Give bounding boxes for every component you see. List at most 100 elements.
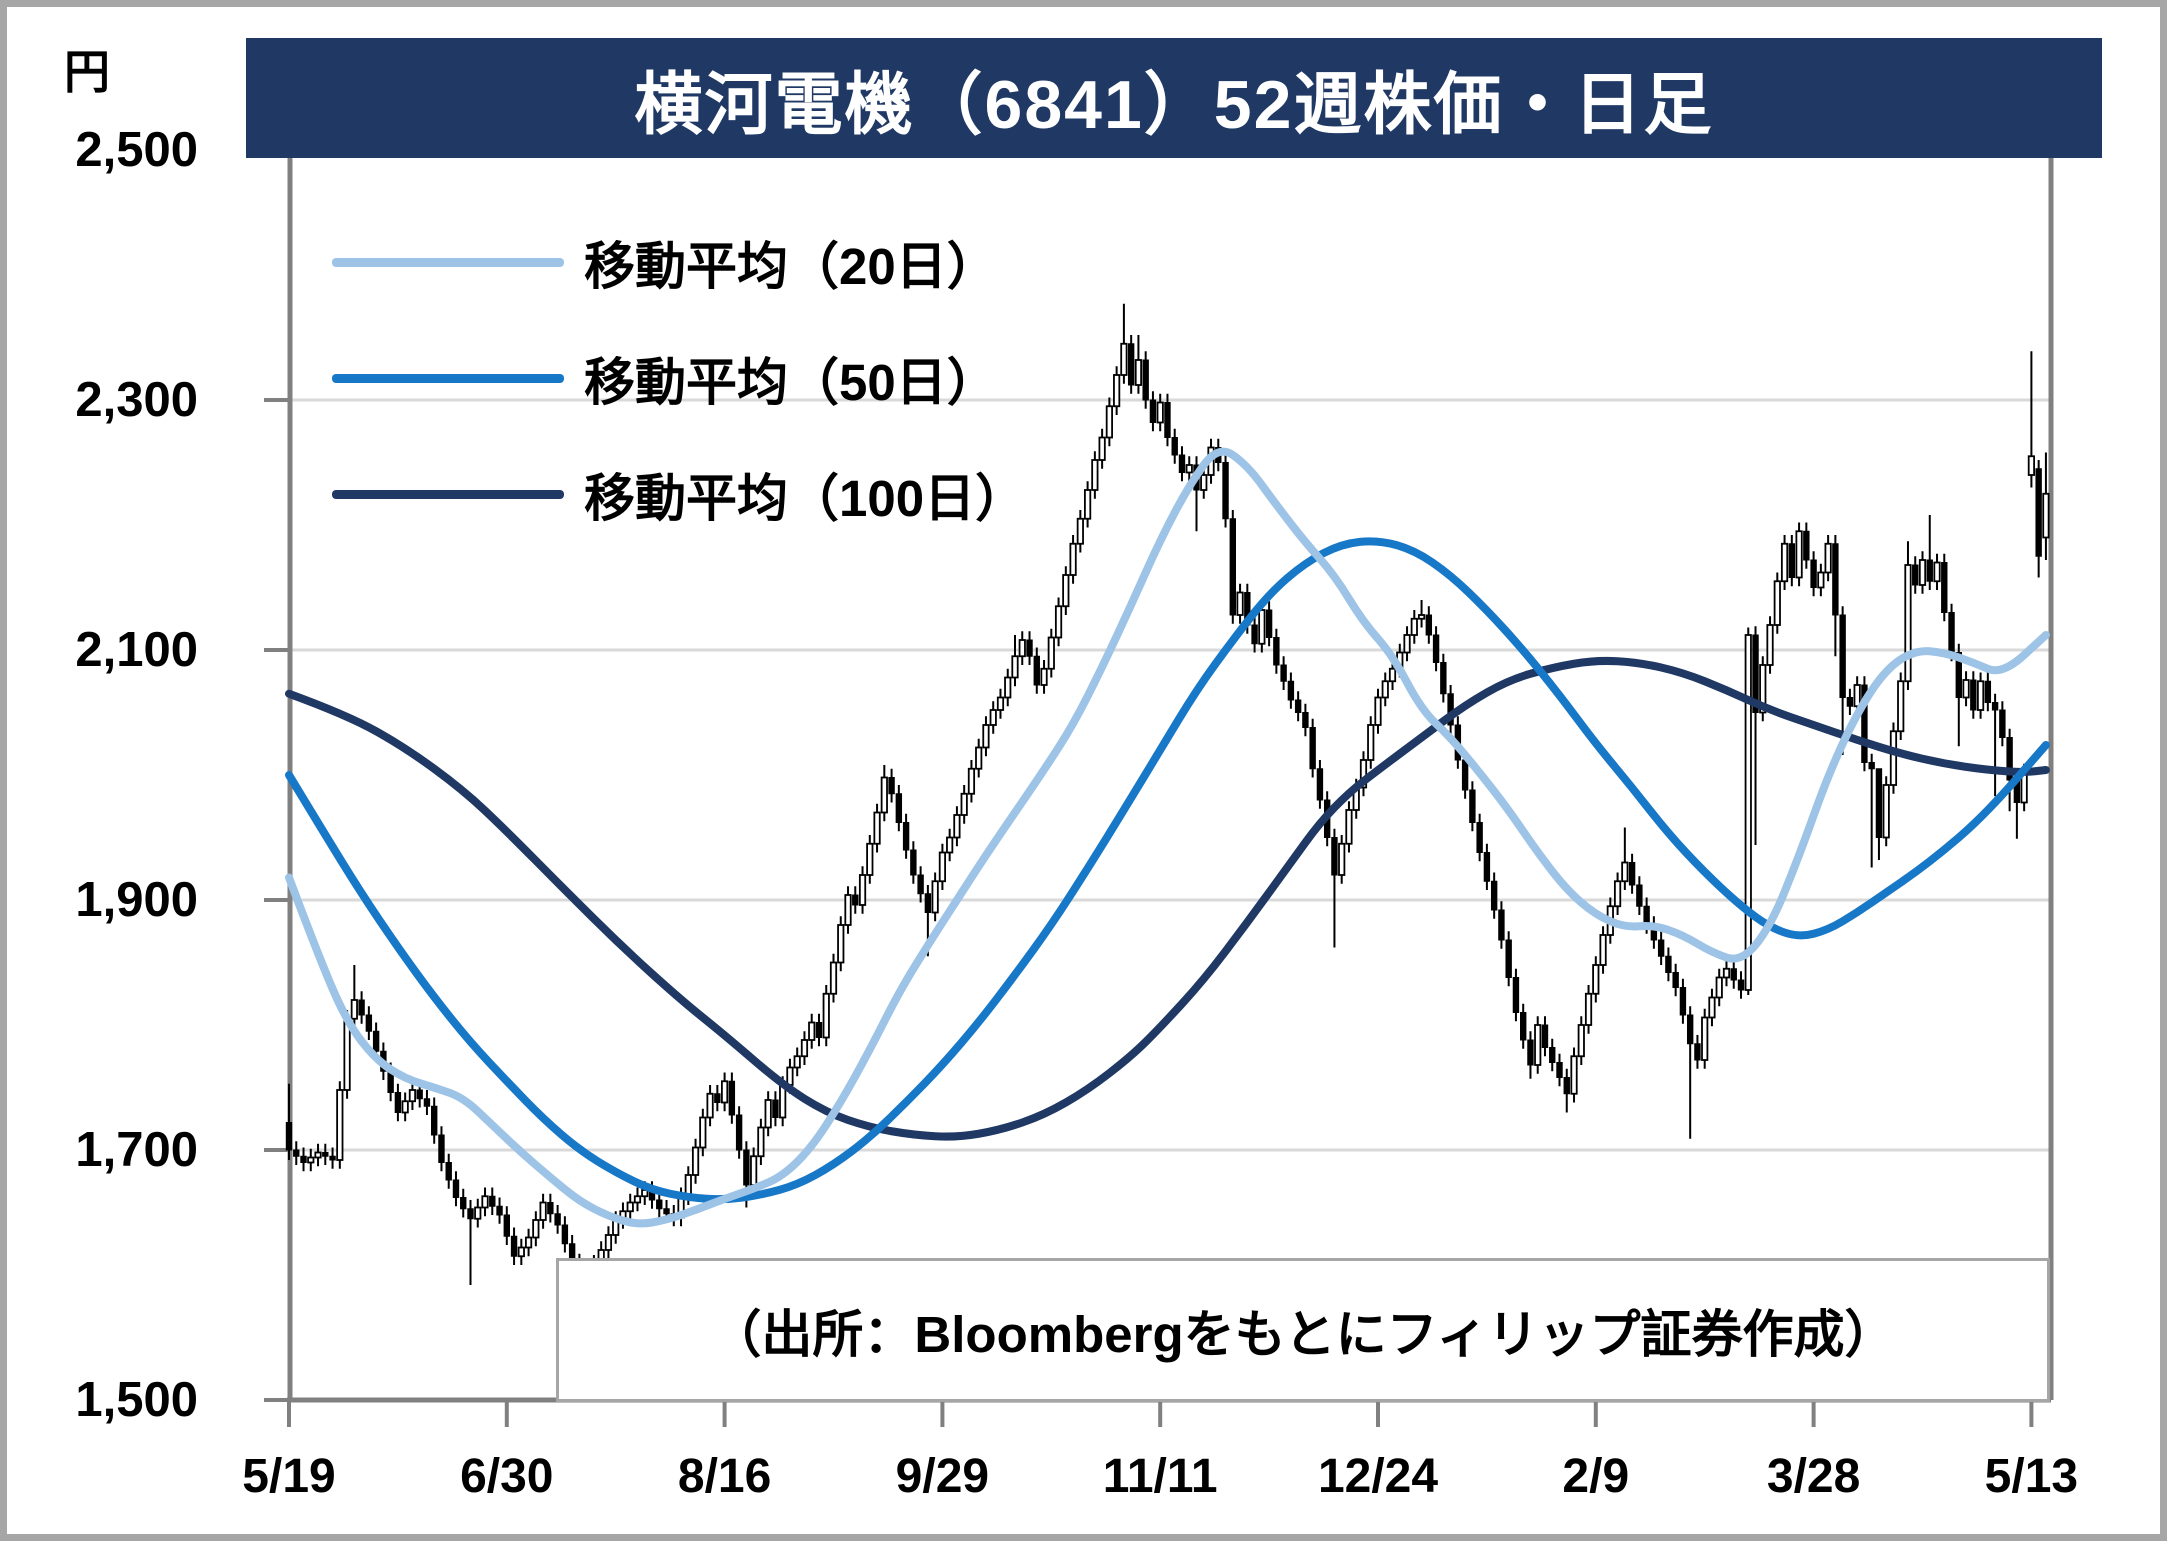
candle-down [735,1114,743,1151]
candle-up [1338,842,1346,876]
candle-up [946,836,954,854]
legend-item-ma20: 移動平均（20日） [332,232,998,295]
candle-up [532,1219,540,1239]
candle-up [1766,624,1774,666]
candle-up [1897,680,1905,733]
candle-down [1846,697,1854,707]
candle-up [1780,542,1789,583]
legend-label: 移動平均（20日） [584,238,998,295]
candle-up [1381,680,1389,699]
y-axis-label: 1,500 [75,1373,198,1427]
candle-up [938,851,947,883]
candle-up [1599,934,1607,966]
candle-up [336,1089,344,1161]
candle-down [1476,822,1483,853]
ma20-line [285,447,2050,1228]
candle-down [1142,359,1149,401]
candle-up [873,811,881,845]
candle-up [401,1100,409,1114]
candle-up [1084,489,1092,520]
candle-down [1984,680,1992,703]
candle-up [1004,676,1012,699]
legend-item-ma50: 移動平均（50日） [332,348,998,411]
candle-down [772,1099,779,1118]
candle-up [1120,342,1128,376]
candle-down [1686,1014,1694,1045]
candle-down [1026,639,1033,657]
candle-up [1359,759,1368,789]
candle-up [1570,1055,1578,1095]
candle-up [982,724,990,749]
candle-down [1868,762,1875,770]
candle-up [808,1021,816,1041]
candle-down [423,1098,431,1107]
candle-up [1105,405,1113,439]
ma50-line [285,537,2050,1204]
candle-down [1498,909,1505,941]
candle-up [604,1234,613,1251]
candle-up [1592,964,1600,995]
candle-down [358,999,365,1016]
candle-up [474,1206,482,1220]
candle-down [322,1152,329,1157]
candle-down [460,1197,467,1210]
candle-down [489,1195,496,1207]
candle-up [750,1155,758,1186]
candle-up [633,1195,642,1204]
candle-down [1287,680,1295,701]
ma100-line [285,656,2050,1141]
candle-down [438,1134,445,1163]
candle-down [372,1030,380,1052]
candle-up [1882,784,1890,839]
candle-down [1527,1039,1534,1066]
candle-up [1091,459,1099,491]
x-axis-label: 5/13 [1984,1450,2079,1503]
candle-down [1294,699,1302,713]
y-axis-label: 2,500 [75,123,198,177]
chart-title-bar: 横河電機（6841）52週株価・日足 [246,38,2102,158]
candle-up [1113,374,1121,408]
candle-up [1853,684,1861,708]
ma20-path [285,447,2050,1228]
candle-up [524,1236,533,1249]
candle-down [1991,702,1999,711]
candle-up [1889,730,1898,786]
x-axis-label: 5/19 [242,1450,336,1503]
candle-up [314,1151,322,1159]
candle-up [539,1201,547,1221]
candle-down [1280,664,1287,682]
candle-down [300,1155,307,1163]
candle-up [307,1156,315,1164]
candle-up [1722,967,1731,979]
candle-up [844,894,852,926]
candle-down [2006,737,2013,781]
chart-title: 横河電機（6841）52週株価・日足 [634,66,1714,143]
candle-down [656,1199,663,1210]
candle-down [1955,652,1962,698]
candle-down [1970,679,1977,711]
candle-down [1752,634,1759,713]
candle-up [1904,564,1912,683]
candle-down [1331,837,1338,876]
candle-up [1759,664,1767,714]
candle-down [510,1235,518,1257]
candle-down [1563,1077,1570,1095]
candle-up [1534,1024,1542,1066]
y-axis-label: 2,300 [75,373,198,427]
candle-up [1040,667,1048,686]
y-axis-label: 1,700 [75,1123,198,1177]
candle-down [1941,562,1948,613]
y-axis-label: 2,100 [75,623,198,677]
candle-down [1512,977,1520,1013]
candle-down [1505,939,1512,978]
candle-up [350,999,358,1020]
candle-down [1265,609,1273,638]
candle-up [1134,359,1143,386]
candle-down [467,1208,474,1220]
candle-down [1839,614,1846,698]
candle-down [815,1022,823,1038]
candle-down [1999,709,2006,738]
candle-down [445,1162,452,1181]
candle-down [1803,530,1810,561]
